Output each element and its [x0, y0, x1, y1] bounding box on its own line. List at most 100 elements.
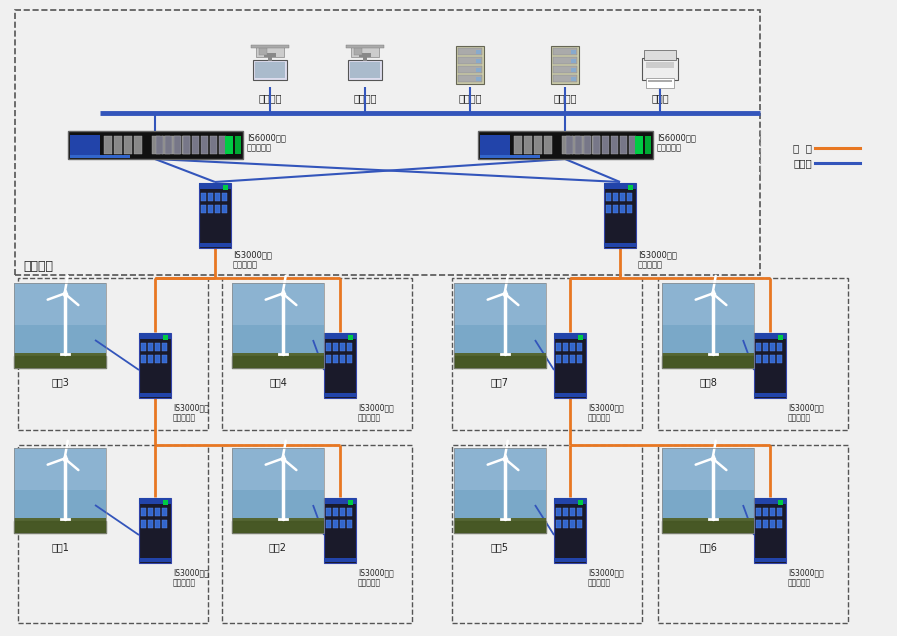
Text: IS3000系列
工业交换机: IS3000系列 工业交换机 — [173, 568, 209, 588]
Bar — [628, 184, 633, 190]
Bar — [141, 343, 146, 350]
Bar — [155, 354, 160, 363]
Bar — [163, 499, 168, 504]
Bar — [648, 80, 672, 82]
Bar — [67, 131, 242, 159]
Text: IS6000系列
工业交换机: IS6000系列 工业交换机 — [657, 133, 696, 153]
Bar — [454, 448, 546, 532]
Bar — [333, 343, 338, 350]
Bar — [571, 136, 579, 154]
Bar — [215, 205, 220, 212]
Bar — [326, 354, 331, 363]
Bar — [208, 205, 213, 212]
Bar — [458, 48, 482, 55]
Bar — [556, 520, 561, 527]
Bar — [256, 45, 284, 57]
Bar — [340, 520, 345, 527]
Bar — [223, 184, 228, 190]
Bar — [754, 497, 786, 562]
Bar — [480, 155, 539, 158]
Bar — [777, 520, 782, 527]
Bar — [155, 343, 160, 350]
Bar — [232, 448, 324, 532]
Bar — [571, 68, 576, 72]
Bar — [14, 282, 106, 324]
Bar — [139, 497, 171, 504]
Bar — [219, 136, 225, 154]
Bar — [208, 193, 213, 200]
Bar — [770, 343, 775, 350]
Bar — [646, 78, 674, 88]
Text: 控制中心: 控制中心 — [23, 260, 53, 273]
Bar — [770, 508, 775, 516]
Bar — [222, 278, 412, 430]
Bar — [163, 335, 168, 340]
Bar — [340, 508, 345, 516]
Bar — [201, 193, 206, 200]
Bar — [556, 354, 561, 363]
Bar — [173, 136, 180, 154]
Bar — [754, 333, 786, 338]
Bar — [577, 520, 582, 527]
Bar — [139, 333, 171, 338]
Bar — [458, 75, 482, 82]
Bar — [333, 354, 338, 363]
Bar — [141, 354, 146, 363]
Bar — [551, 46, 579, 84]
Bar — [347, 343, 352, 350]
Text: IS3000系列
工业交换机: IS3000系列 工业交换机 — [788, 403, 823, 422]
Bar — [201, 205, 206, 212]
Text: IS3000系列
工业交换机: IS3000系列 工业交换机 — [233, 250, 272, 270]
Bar — [162, 343, 167, 350]
Bar — [570, 354, 575, 363]
Bar — [554, 333, 586, 398]
Bar — [14, 448, 106, 532]
Bar — [658, 445, 848, 623]
Bar — [340, 354, 345, 363]
Text: 风机7: 风机7 — [491, 377, 509, 387]
Bar — [613, 193, 618, 200]
Bar — [224, 136, 232, 154]
Bar — [454, 282, 546, 368]
Bar — [613, 205, 618, 212]
Bar — [351, 45, 379, 57]
Bar — [124, 136, 132, 154]
Bar — [662, 352, 754, 368]
Bar — [259, 47, 267, 55]
Bar — [347, 508, 352, 516]
Bar — [584, 136, 590, 154]
Bar — [232, 448, 324, 490]
Bar — [570, 343, 575, 350]
Bar — [662, 282, 754, 324]
Bar — [770, 520, 775, 527]
Bar — [553, 57, 577, 64]
Bar — [134, 136, 142, 154]
Bar — [777, 508, 782, 516]
Bar — [14, 518, 106, 532]
Bar — [148, 343, 153, 350]
Bar — [562, 136, 570, 154]
Bar — [563, 520, 568, 527]
Bar — [324, 497, 356, 562]
Bar — [114, 136, 121, 154]
Bar — [458, 66, 482, 73]
Bar — [354, 47, 362, 55]
Bar — [554, 497, 586, 504]
Bar — [754, 497, 786, 504]
Bar — [348, 335, 353, 340]
Bar — [232, 352, 324, 368]
Bar — [662, 518, 754, 532]
Bar — [152, 136, 160, 154]
Bar — [210, 136, 216, 154]
Bar — [577, 354, 582, 363]
Bar — [662, 448, 754, 490]
Bar — [477, 131, 652, 159]
Bar — [578, 499, 583, 504]
Bar — [606, 193, 611, 200]
Bar — [232, 448, 324, 532]
Bar — [662, 282, 754, 368]
Bar — [620, 136, 626, 154]
Bar — [756, 520, 761, 527]
Bar — [770, 354, 775, 363]
Bar — [634, 136, 642, 154]
